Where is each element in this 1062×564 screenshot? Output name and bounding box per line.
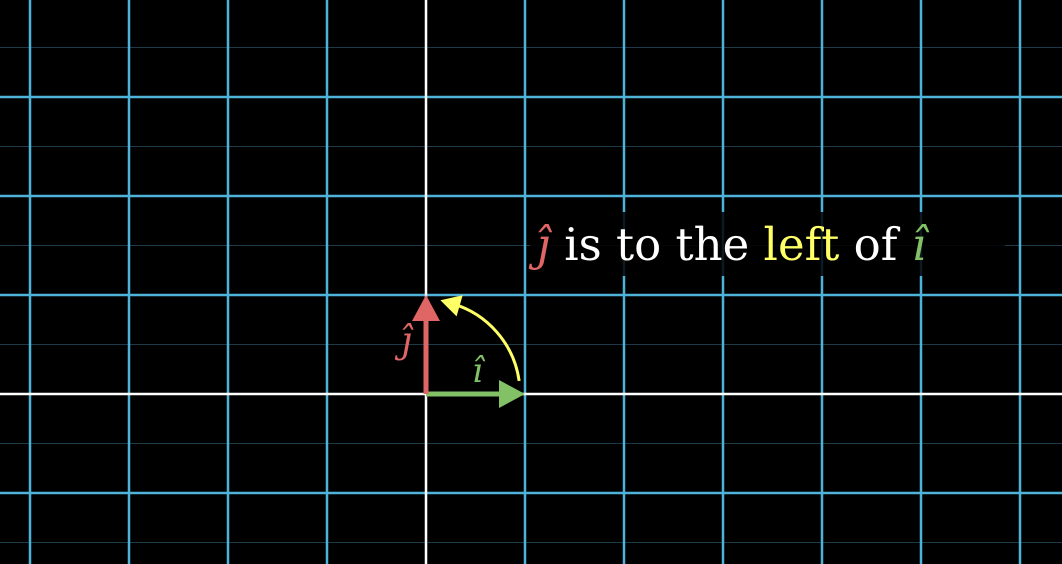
rotation-arrow [440, 295, 521, 382]
i-hat-label: î [472, 351, 486, 391]
rotation-arc [451, 302, 521, 382]
caption-i-hat: î [912, 218, 930, 271]
caption-highlight-left: left [764, 218, 840, 271]
caption-text-after: of [854, 218, 912, 271]
caption-backdrop [530, 212, 1005, 276]
j-hat-arrowhead-icon [412, 295, 440, 321]
i-hat-arrowhead-icon [499, 380, 525, 408]
caption: ĵ is to the left of î [528, 218, 930, 271]
counterclockwise-arrow-icon [440, 295, 463, 317]
caption-text-before: is to the [564, 218, 763, 271]
j-hat-vector [412, 295, 440, 394]
i-hat-vector [426, 380, 525, 408]
